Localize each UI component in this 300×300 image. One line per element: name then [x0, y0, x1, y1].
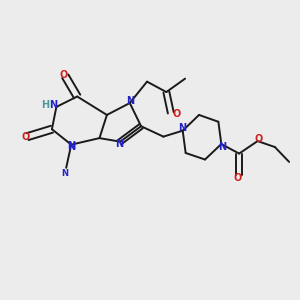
- Text: O: O: [22, 132, 30, 142]
- Text: N: N: [126, 96, 134, 106]
- Text: N: N: [116, 139, 124, 149]
- Text: N: N: [61, 169, 68, 178]
- Text: O: O: [60, 70, 68, 80]
- Text: O: O: [234, 172, 242, 183]
- Text: N: N: [218, 142, 226, 152]
- Text: H: H: [41, 100, 49, 110]
- Text: N: N: [178, 123, 186, 133]
- Text: N: N: [67, 142, 75, 152]
- Text: O: O: [172, 109, 180, 119]
- Text: N: N: [67, 141, 75, 151]
- Text: N: N: [49, 100, 58, 110]
- Text: O: O: [255, 134, 263, 144]
